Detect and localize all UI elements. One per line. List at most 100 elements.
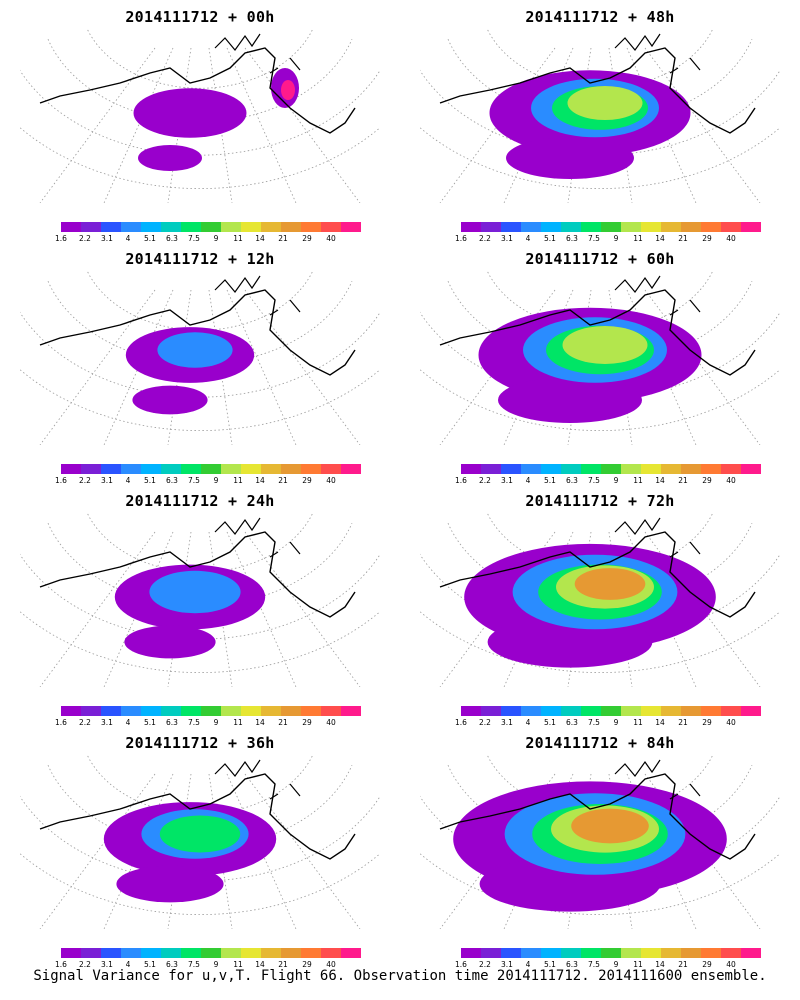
arctic-islands [614, 275, 701, 316]
variance-region [124, 625, 216, 659]
coastline [39, 47, 356, 134]
colorbar-swatch [581, 948, 601, 958]
colorbar-swatch [561, 706, 581, 716]
colorbar-tick-label: 1.6 [55, 960, 67, 969]
colorbar-tick-label: 4 [125, 476, 131, 485]
colorbar-swatch [241, 464, 261, 474]
colorbar-swatch [721, 464, 741, 474]
colorbar-swatch [141, 222, 161, 232]
colorbar-tick-label: 40 [726, 960, 736, 969]
variance-map [20, 754, 380, 929]
colorbar-swatch [481, 948, 501, 958]
colorbar-tick-label: 29 [702, 960, 712, 969]
colorbar-swatch [161, 222, 181, 232]
colorbar-tick-label: 29 [302, 234, 312, 243]
colorbar-tick-label: 3.1 [101, 960, 113, 969]
meridian-line [39, 289, 156, 445]
meridian-line [103, 47, 174, 203]
colorbar-tick-label: 9 [613, 960, 619, 969]
colorbar-swatch [141, 706, 161, 716]
colorbar-tick-label: 14 [255, 960, 265, 969]
colorbar-tick-label: 11 [633, 476, 643, 485]
latitude-circle [447, 523, 753, 607]
colorbar-swatch [101, 706, 121, 716]
colorbar-tick-label: 40 [326, 960, 336, 969]
colorbar-swatch [741, 706, 761, 716]
colorbar-tick-label: 7.5 [188, 476, 200, 485]
variance-region [506, 137, 634, 179]
colorbar-swatch [641, 222, 661, 232]
colorbar-tick-label: 21 [678, 476, 688, 485]
colorbar-swatch [301, 706, 321, 716]
colorbar-tick-label: 5.1 [544, 960, 556, 969]
colorbar-swatch [561, 222, 581, 232]
colorbar-tick-label: 29 [702, 476, 712, 485]
colorbar-tick-label: 40 [726, 234, 736, 243]
colorbar-tick-label: 1.6 [455, 234, 467, 243]
colorbar-tick-label: 29 [302, 718, 312, 727]
colorbar-tick-label: 11 [633, 718, 643, 727]
variance-map [20, 270, 380, 445]
colorbar-swatch [561, 948, 581, 958]
colorbar-tick-label: 14 [255, 476, 265, 485]
colorbar-swatch [141, 948, 161, 958]
arctic-islands [214, 759, 301, 800]
colorbar-swatch [561, 464, 581, 474]
coastline [39, 773, 356, 860]
colorbar [61, 464, 361, 474]
colorbar-tick-label: 5.1 [144, 476, 156, 485]
colorbar-swatch [161, 948, 181, 958]
variance-map [20, 512, 380, 687]
colorbar-swatch [221, 464, 241, 474]
colorbar-swatch [501, 948, 521, 958]
forecast-panel: 2014111712 + 48h 1.6 2.2 3.1 4 5.1 6.3 7.5 9 11 14… [400, 0, 800, 244]
colorbar-ticks: 1.6 2.2 3.1 4 5.1 6.3 7.5 9 11 14 21 29 40 [455, 234, 775, 244]
colorbar-swatch [281, 464, 301, 474]
colorbar-tick-label: 6.3 [566, 234, 578, 243]
coastline [39, 289, 356, 376]
colorbar-tick-label: 21 [278, 960, 288, 969]
colorbar-tick-label: 5.1 [544, 476, 556, 485]
colorbar-swatch [101, 948, 121, 958]
colorbar-swatch [61, 464, 81, 474]
colorbar-tick-label: 29 [302, 960, 312, 969]
colorbar-tick-label: 11 [633, 960, 643, 969]
forecast-panel: 2014111712 + 84h 1.6 2.2 3.1 4 5.1 6.3 7.5 9 11 14… [400, 726, 800, 969]
colorbar-swatch [481, 222, 501, 232]
colorbar-swatch [661, 464, 681, 474]
colorbar-swatch [81, 706, 101, 716]
colorbar-tick-label: 9 [613, 718, 619, 727]
colorbar [461, 948, 761, 958]
colorbar-swatch [501, 706, 521, 716]
arctic-islands [214, 275, 301, 316]
colorbar [461, 706, 761, 716]
colorbar-tick-label: 7.5 [588, 718, 600, 727]
colorbar-swatch [181, 222, 201, 232]
colorbar-swatch [641, 706, 661, 716]
colorbar-tick-label: 4 [525, 960, 531, 969]
variance-region [133, 88, 247, 138]
colorbar-tick-label: 9 [213, 960, 219, 969]
colorbar [461, 464, 761, 474]
colorbar-swatch [721, 706, 741, 716]
variance-region [149, 570, 241, 614]
colorbar-swatch [621, 706, 641, 716]
colorbar-tick-label: 11 [233, 960, 243, 969]
colorbar-tick-label: 11 [233, 718, 243, 727]
colorbar-ticks: 1.6 2.2 3.1 4 5.1 6.3 7.5 9 11 14 21 29 40 [55, 234, 375, 244]
meridian-line [244, 531, 361, 687]
variance-field [125, 327, 255, 415]
colorbar-swatch [101, 464, 121, 474]
variance-map [420, 754, 780, 929]
coastline [439, 47, 756, 134]
colorbar-swatch [301, 222, 321, 232]
forecast-panel: 2014111712 + 60h 1.6 2.2 3.1 4 5.1 6.3 7.5 9 11 14… [400, 242, 800, 486]
colorbar-swatch [201, 948, 221, 958]
colorbar-tick-label: 29 [702, 234, 712, 243]
colorbar-swatch [221, 222, 241, 232]
colorbar-swatch [601, 464, 621, 474]
colorbar-swatch [541, 222, 561, 232]
colorbar-ticks: 1.6 2.2 3.1 4 5.1 6.3 7.5 9 11 14 21 29 40 [455, 476, 775, 486]
colorbar-swatch [581, 222, 601, 232]
colorbar-tick-label: 1.6 [55, 718, 67, 727]
